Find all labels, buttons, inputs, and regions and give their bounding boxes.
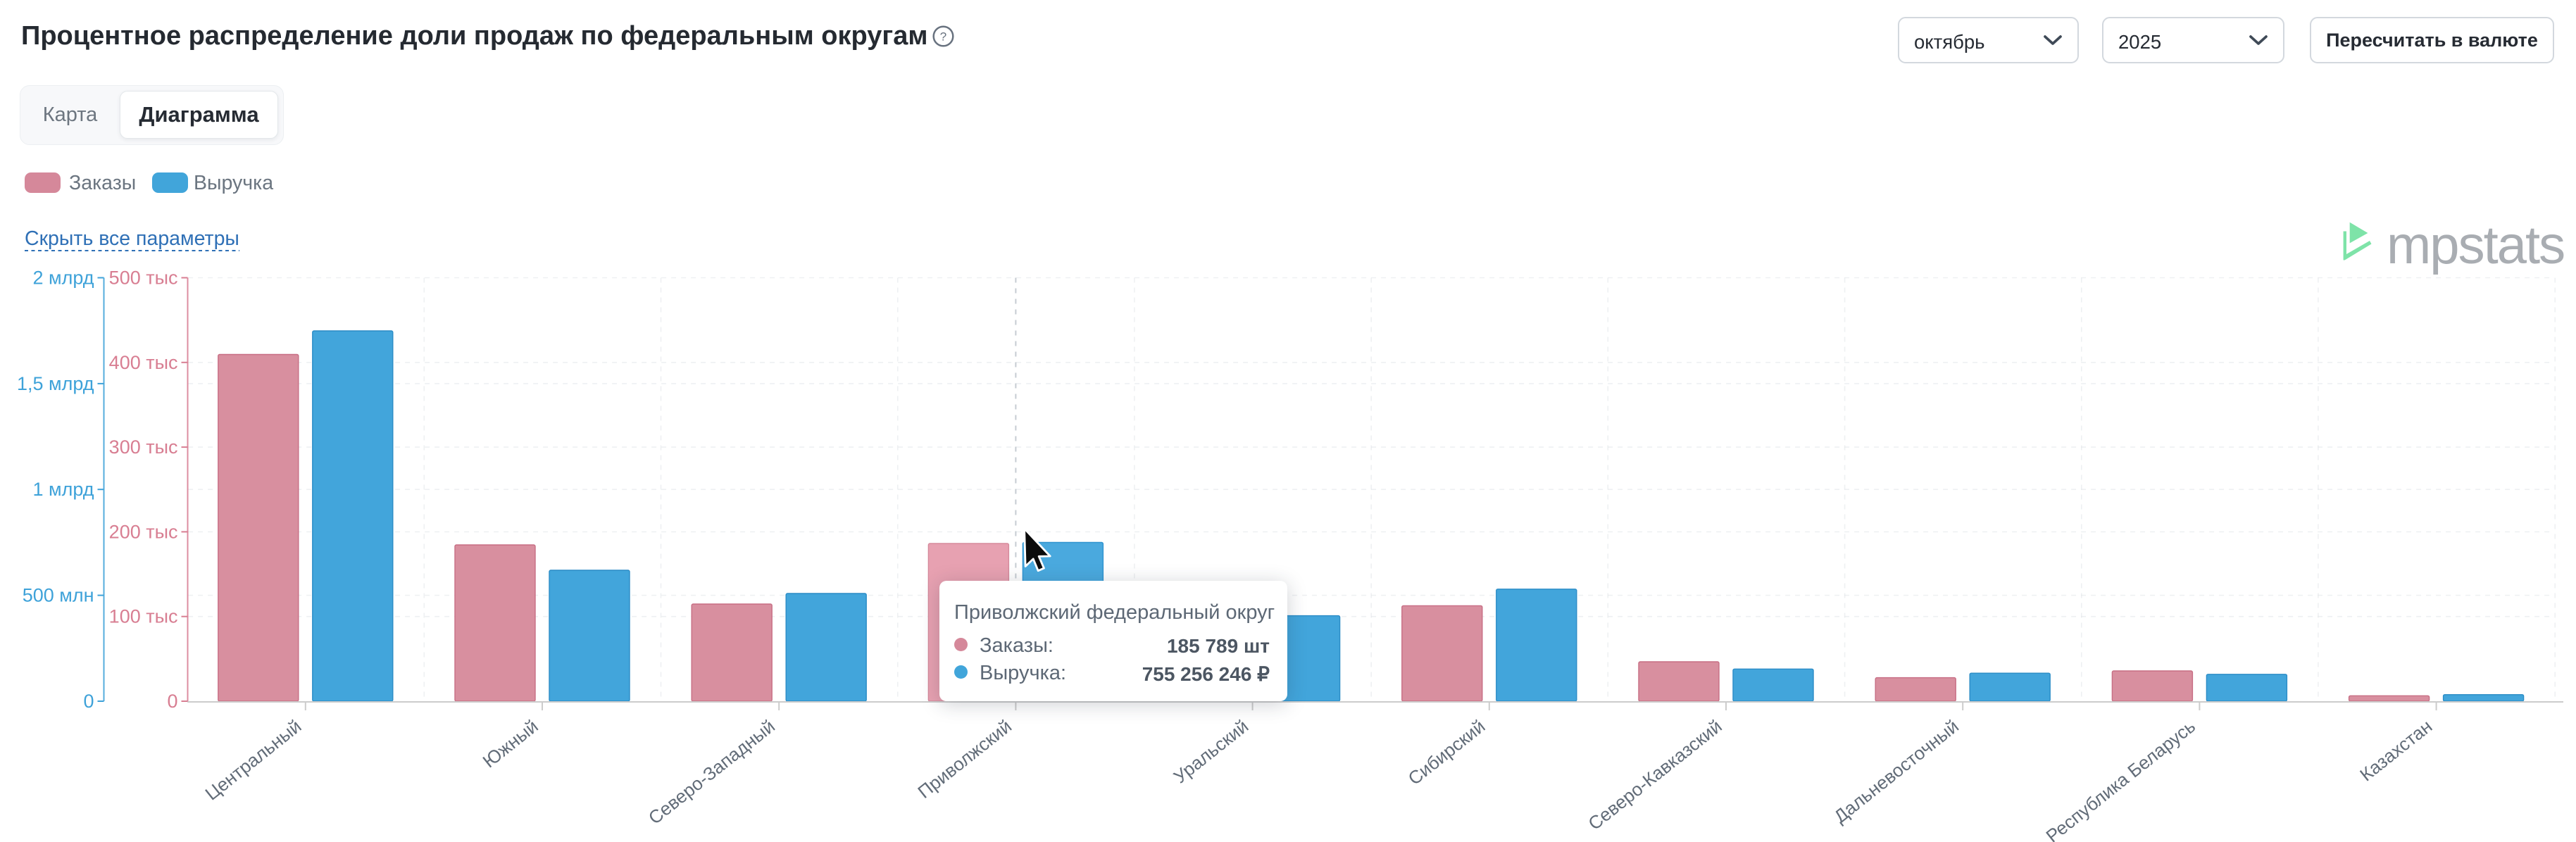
svg-text:Северо-Кавказский: Северо-Кавказский	[1584, 715, 1725, 834]
svg-text:100 тыс: 100 тыс	[109, 606, 178, 627]
svg-text:Уральский: Уральский	[1170, 715, 1253, 787]
svg-text:Приволжский: Приволжский	[913, 715, 1015, 803]
svg-text:300 тыс: 300 тыс	[109, 436, 178, 458]
svg-text:0: 0	[83, 691, 94, 712]
svg-text:Центральный: Центральный	[201, 715, 306, 804]
svg-text:0: 0	[167, 691, 177, 712]
svg-text:1 млрд: 1 млрд	[33, 479, 94, 500]
svg-text:200 тыс: 200 тыс	[109, 521, 178, 542]
svg-text:500 млн: 500 млн	[23, 585, 94, 606]
svg-text:Южный: Южный	[479, 715, 542, 772]
svg-text:2 млрд: 2 млрд	[33, 268, 94, 289]
svg-text:400 тыс: 400 тыс	[109, 352, 178, 373]
svg-text:?: ?	[940, 30, 946, 44]
svg-text:Северо-Западный: Северо-Западный	[644, 715, 779, 829]
svg-text:Дальневосточный: Дальневосточный	[1830, 715, 1963, 827]
svg-text:Сибирский: Сибирский	[1404, 715, 1489, 789]
svg-text:Казахстан: Казахстан	[2356, 715, 2436, 785]
svg-text:Республика Беларусь: Республика Беларусь	[2042, 715, 2200, 842]
svg-text:1,5 млрд: 1,5 млрд	[17, 373, 94, 394]
svg-text:500 тыс: 500 тыс	[109, 268, 178, 289]
